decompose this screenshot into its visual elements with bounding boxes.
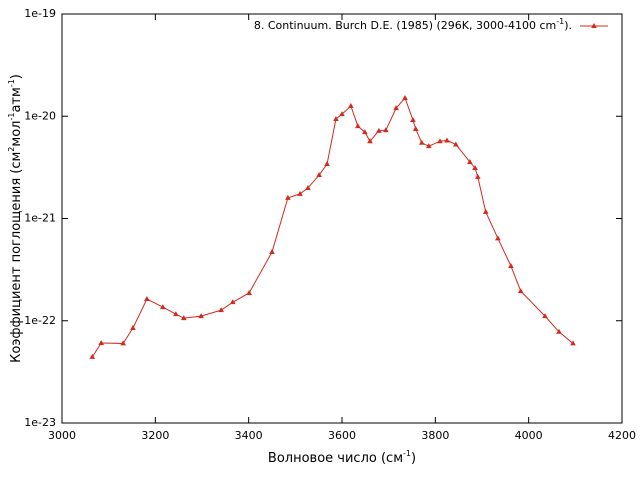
point xyxy=(120,340,126,346)
point xyxy=(218,307,224,313)
point xyxy=(348,102,354,108)
point xyxy=(333,115,339,121)
y-tick-label: 1e-20 xyxy=(24,109,56,122)
point xyxy=(355,123,361,129)
point xyxy=(393,105,399,111)
x-tick-label: 4000 xyxy=(515,429,543,442)
point xyxy=(453,141,459,147)
x-tick-label: 3600 xyxy=(328,429,356,442)
text-part: 8. Continuum. Burch D.E. (1985) (296K, 3… xyxy=(254,19,556,32)
point xyxy=(230,299,236,305)
text-part: Коэффициент поглощения (см xyxy=(9,152,24,363)
point xyxy=(376,127,382,133)
point xyxy=(130,324,136,330)
point xyxy=(475,173,481,179)
y-axis-label: Коэффициент поглощения (см2мол-1атм-1) xyxy=(7,74,24,363)
text-part: Волновое число (см xyxy=(268,451,403,466)
point xyxy=(269,249,275,255)
point xyxy=(316,172,322,178)
point xyxy=(89,353,96,359)
x-tick-label: 3200 xyxy=(141,429,169,442)
point xyxy=(383,127,389,133)
superscript: -1 xyxy=(7,79,16,87)
x-tick-label: 3800 xyxy=(421,429,449,442)
point xyxy=(570,340,576,346)
point xyxy=(324,161,330,167)
text-part: ) xyxy=(9,74,24,79)
point xyxy=(144,296,150,302)
point xyxy=(198,313,204,319)
y-tick-label: 1e-19 xyxy=(24,7,56,20)
point xyxy=(98,339,104,345)
x-tick-label: 3400 xyxy=(235,429,263,442)
point xyxy=(437,138,443,144)
point xyxy=(410,116,416,122)
legend-marker xyxy=(591,23,597,28)
plot-border xyxy=(61,13,623,424)
point xyxy=(246,289,252,295)
point xyxy=(367,138,373,144)
superscript: 2 xyxy=(7,147,16,152)
point xyxy=(426,143,432,149)
point xyxy=(305,184,311,190)
text-part: ). xyxy=(564,19,572,32)
point xyxy=(339,111,345,117)
series-line xyxy=(91,96,574,358)
point xyxy=(362,129,368,135)
text-part: атм xyxy=(9,87,24,112)
point xyxy=(285,194,291,200)
point xyxy=(444,137,450,143)
point xyxy=(419,139,425,145)
y-tick-label: 1e-23 xyxy=(24,416,56,429)
point xyxy=(472,164,478,170)
y-tick-label: 1e-21 xyxy=(24,212,56,225)
point xyxy=(412,126,419,132)
point xyxy=(542,313,548,319)
point xyxy=(402,94,408,100)
superscript: -1 xyxy=(403,449,411,458)
x-axis-label: Волновое число (см-1) xyxy=(268,449,416,466)
y-tick-label: 1e-22 xyxy=(24,314,56,327)
point xyxy=(508,263,514,269)
point xyxy=(173,311,179,317)
point xyxy=(517,288,524,294)
point xyxy=(495,235,501,241)
superscript: -1 xyxy=(7,113,16,121)
point xyxy=(467,158,473,164)
superscript: -1 xyxy=(556,17,564,26)
x-tick-label: 4200 xyxy=(608,429,636,442)
text-part: ) xyxy=(411,451,416,466)
text-part: мол xyxy=(9,121,24,147)
point xyxy=(556,328,562,334)
point xyxy=(297,190,303,196)
point xyxy=(482,208,489,214)
point xyxy=(181,315,187,321)
x-tick-label: 3000 xyxy=(48,429,76,442)
point xyxy=(160,304,166,310)
legend-label: 8. Continuum. Burch D.E. (1985) (296K, 3… xyxy=(254,17,572,32)
